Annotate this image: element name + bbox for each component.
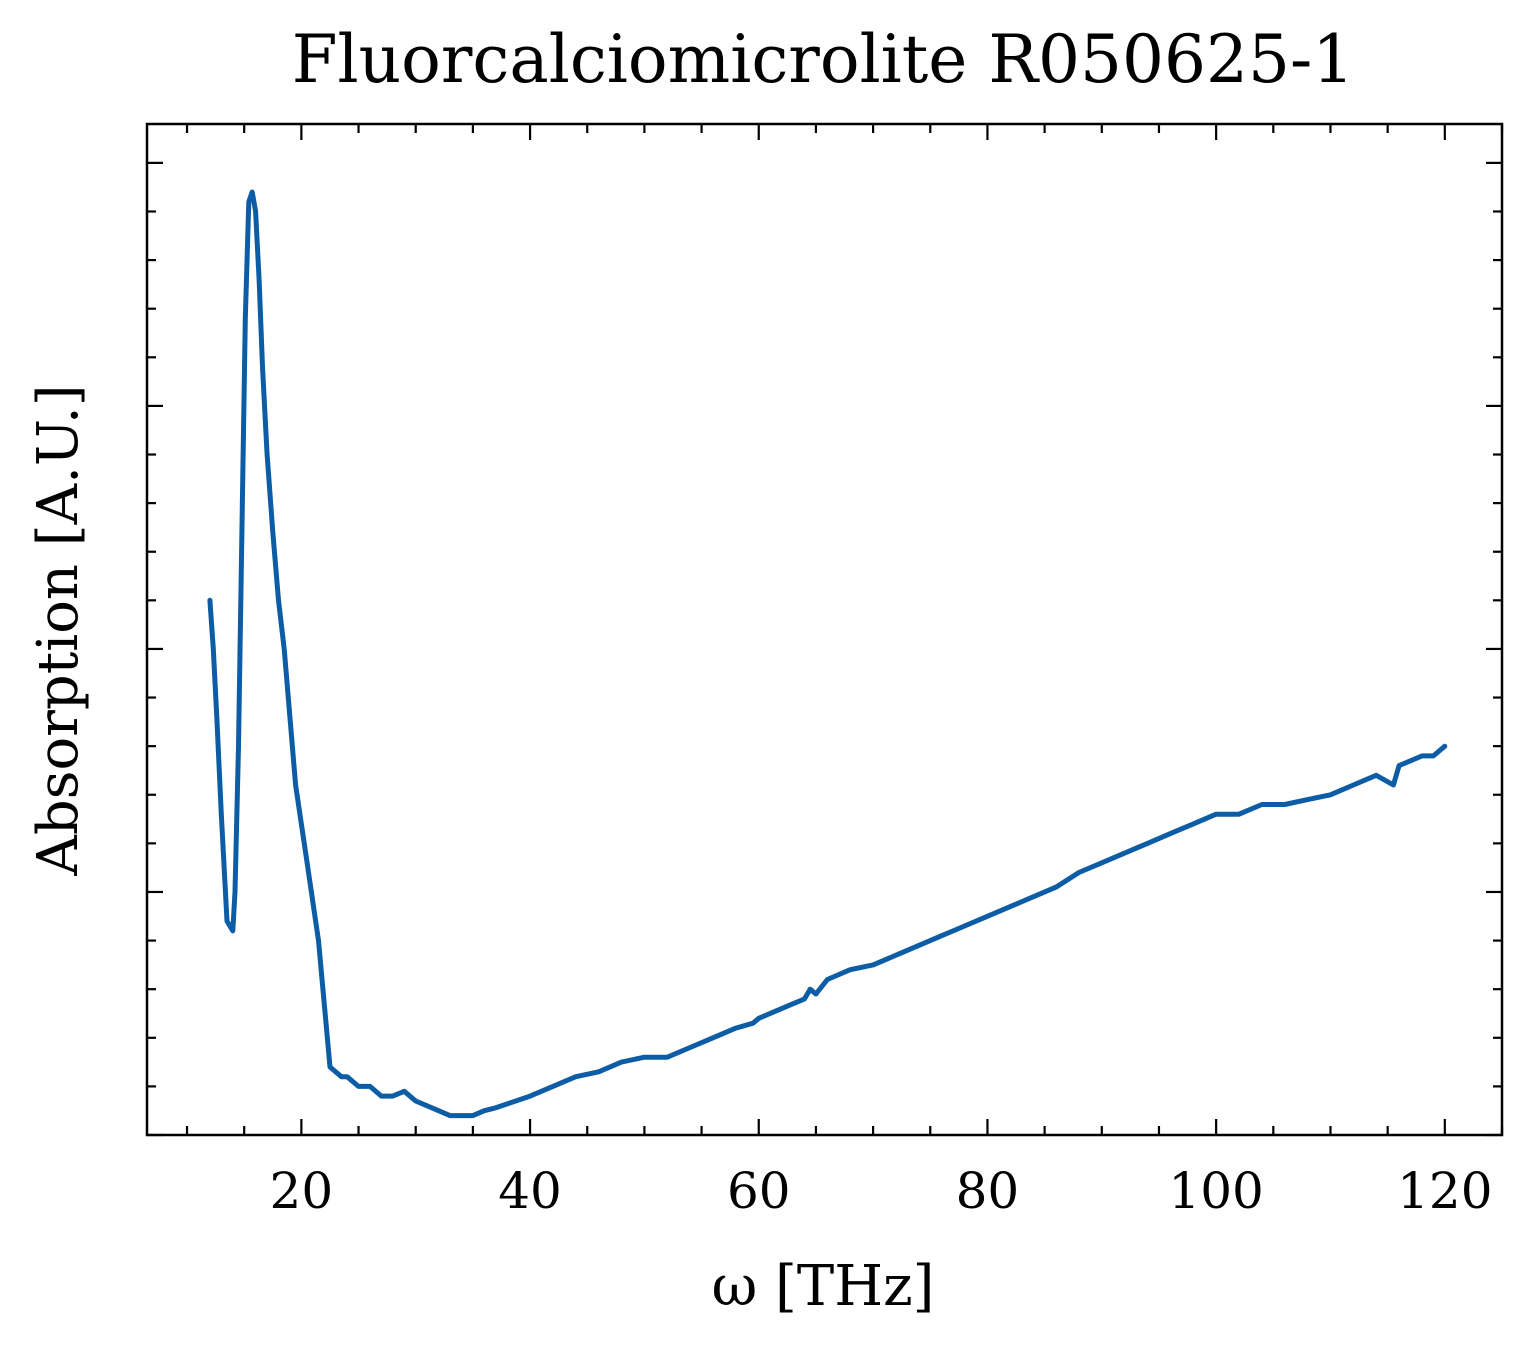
x-tick-labels: 20 40 60 80 100 120 xyxy=(270,1162,1493,1220)
y-axis-label: Absorption [A.U.] xyxy=(26,384,91,876)
series-group xyxy=(207,189,1448,1119)
plot-frame xyxy=(145,122,1504,1137)
series-line-0 xyxy=(207,189,1448,1119)
major-ticks xyxy=(147,124,1502,1137)
plot-area: 20 40 60 80 100 120 xyxy=(145,122,1504,1220)
x-tick-label: 80 xyxy=(956,1162,1020,1220)
x-tick-label: 20 xyxy=(270,1162,334,1220)
x-tick-label: 120 xyxy=(1397,1162,1492,1220)
minor-ticks xyxy=(147,124,1504,1135)
x-axis-label: ω [THz] xyxy=(712,1254,935,1319)
x-tick-label: 60 xyxy=(727,1162,791,1220)
x-tick-label: 100 xyxy=(1168,1162,1263,1220)
x-tick-label: 40 xyxy=(498,1162,562,1220)
chart-title: Fluorcalciomicrolite R050625-1 xyxy=(292,21,1355,98)
